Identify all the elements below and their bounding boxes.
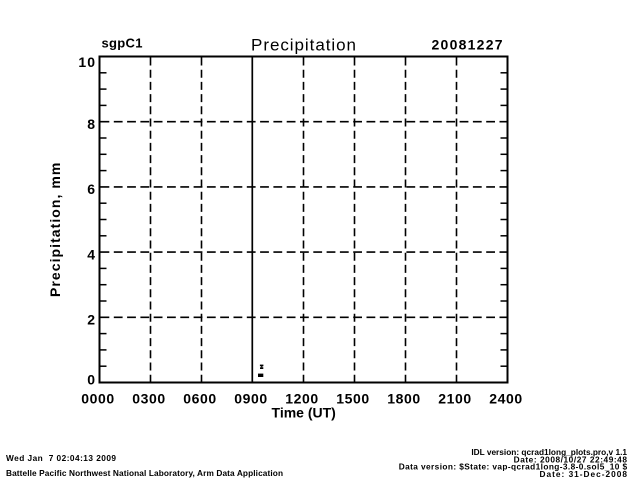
svg-text:0300: 0300 <box>132 390 166 406</box>
svg-text:1200: 1200 <box>285 390 319 406</box>
svg-text:20081227: 20081227 <box>432 36 504 52</box>
svg-text:1800: 1800 <box>387 390 421 406</box>
svg-text:Wed Jan 7 02:04:13 2009: Wed Jan 7 02:04:13 2009 <box>6 453 117 463</box>
svg-text:2100: 2100 <box>438 390 472 406</box>
svg-text:4: 4 <box>87 246 96 262</box>
svg-text:0600: 0600 <box>183 390 217 406</box>
svg-text:sgpC1: sgpC1 <box>102 35 143 50</box>
svg-text:Time (UT): Time (UT) <box>272 404 336 420</box>
svg-text:10: 10 <box>78 54 96 70</box>
svg-text:0: 0 <box>87 372 96 388</box>
svg-text:Date: 31-Dec-2008: Date: 31-Dec-2008 <box>540 469 628 479</box>
svg-text:Data version: $State: vap-qcra: Data version: $State: vap-qcrad1long-3.8… <box>399 462 628 472</box>
svg-text:Battelle Pacific Northwest Nat: Battelle Pacific Northwest National Labo… <box>6 468 283 478</box>
svg-text:Precipitation: Precipitation <box>251 36 357 55</box>
svg-text:Precipitation, mm: Precipitation, mm <box>47 162 63 297</box>
svg-text:0000: 0000 <box>81 390 115 406</box>
svg-text:Date: 2008/10/27 22:49:48: Date: 2008/10/27 22:49:48 <box>514 454 628 464</box>
svg-text:IDL version: qcrad1long_plots.: IDL version: qcrad1long_plots.pro,v 1.1 <box>471 447 627 457</box>
svg-text:8: 8 <box>87 116 96 132</box>
svg-text:6: 6 <box>87 181 96 197</box>
svg-text:2400: 2400 <box>489 390 523 406</box>
svg-text:2: 2 <box>87 312 96 328</box>
svg-text:0900: 0900 <box>234 390 268 406</box>
svg-text:1500: 1500 <box>336 390 370 406</box>
